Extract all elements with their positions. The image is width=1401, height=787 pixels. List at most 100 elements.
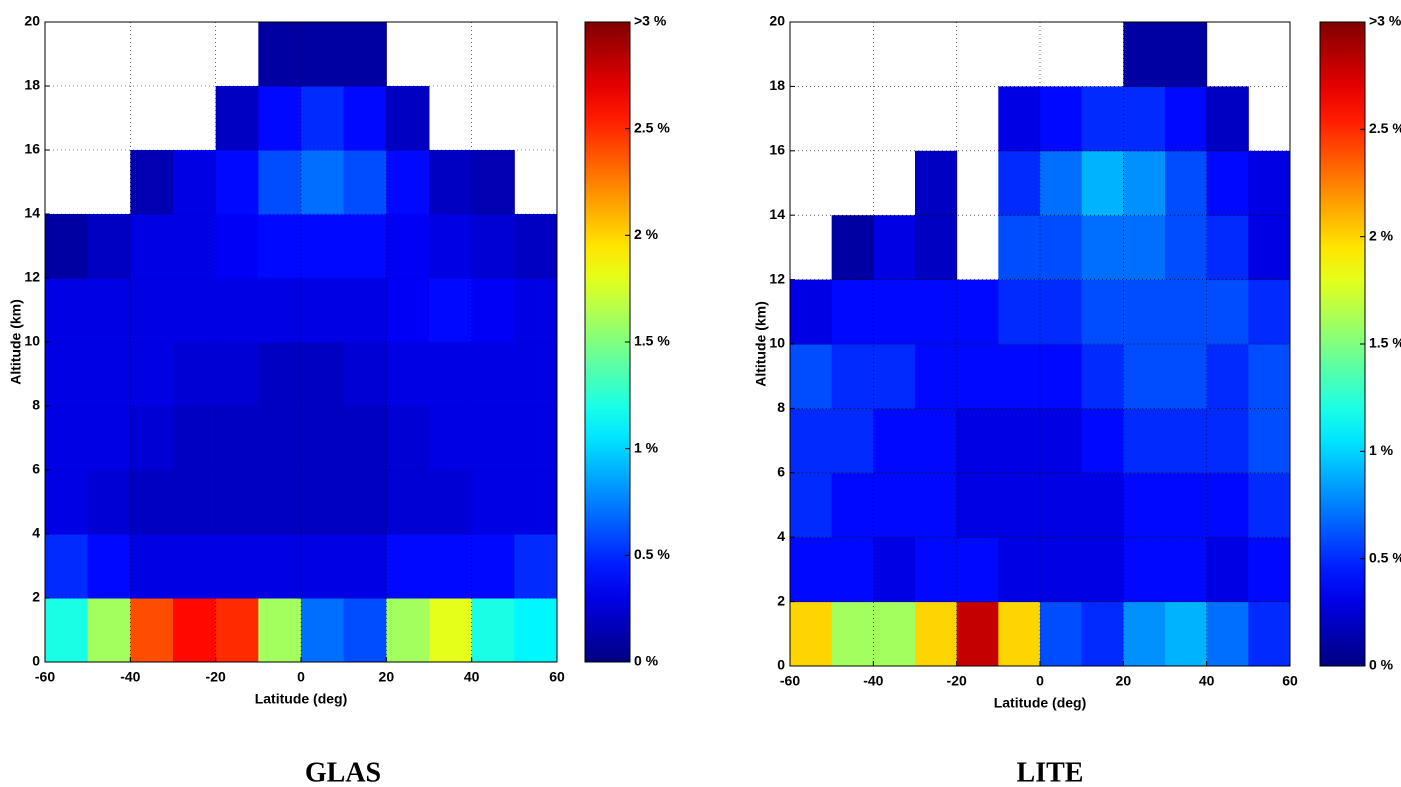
heatmap-cell (956, 601, 999, 667)
heatmap-cell (1123, 344, 1166, 409)
heatmap-cell (1165, 408, 1208, 474)
x-tick-label: 0 (1036, 673, 1044, 689)
heatmap-cell (215, 214, 259, 279)
panel-title: GLAS (305, 757, 381, 787)
y-tick-label: 8 (777, 399, 785, 415)
heatmap-cell (915, 408, 958, 474)
colorbar (1319, 21, 1366, 667)
heatmap-cell (1248, 150, 1291, 216)
heatmap-cell (1123, 150, 1166, 216)
heatmap-cell (215, 470, 259, 535)
heatmap-cell (873, 279, 916, 345)
heatmap-cell (915, 601, 958, 667)
heatmap-cell (514, 278, 558, 343)
heatmap-cell (1165, 537, 1208, 603)
heatmap-cell (343, 278, 387, 343)
heatmap-cell (514, 342, 558, 407)
heatmap-cell (873, 408, 916, 474)
heatmap-cell (915, 215, 958, 281)
heatmap-cell (1081, 537, 1124, 603)
heatmap-cell (831, 472, 874, 538)
heatmap-cell (915, 472, 958, 538)
heatmap-cell (429, 534, 473, 599)
heatmap-cell (514, 598, 558, 663)
y-tick-label: 12 (769, 270, 785, 286)
heatmap-cell (1165, 344, 1208, 409)
heatmap-cell (45, 470, 89, 535)
heatmap-cell (258, 278, 302, 343)
heatmap-cell (386, 86, 430, 151)
heatmap-cell (998, 344, 1041, 409)
heatmap-cell (514, 214, 558, 279)
heatmap-cell (1165, 22, 1208, 87)
heatmap-cell (130, 534, 174, 599)
heatmap-cell (343, 406, 387, 471)
heatmap-cell (1081, 344, 1124, 409)
heatmap-cell (831, 408, 874, 474)
heatmap-cell (1040, 150, 1083, 216)
heatmap-cell (1248, 472, 1291, 538)
heatmap-cell (173, 598, 217, 663)
heatmap-cell (301, 22, 345, 87)
heatmap-cell (343, 150, 387, 215)
colorbar-tick-label: 0 % (634, 653, 659, 669)
heatmap-cell (87, 406, 131, 471)
heatmap-cell (45, 342, 89, 407)
y-tick-label: 20 (24, 13, 40, 29)
x-tick-label: 20 (379, 669, 395, 685)
heatmap-cell (998, 537, 1041, 603)
heatmap-cell (301, 598, 345, 663)
heatmap-cell (87, 470, 131, 535)
heatmap-cell (1248, 408, 1291, 474)
heatmap-cell (87, 598, 131, 663)
heatmap-cell (790, 537, 833, 603)
y-tick-label: 8 (32, 397, 40, 413)
heatmap-cell (790, 472, 833, 538)
x-tick-label: -20 (206, 669, 226, 685)
heatmap-cell (301, 470, 345, 535)
heatmap-cell (1081, 279, 1124, 345)
heatmap-cell (130, 150, 174, 215)
heatmap-cell (386, 150, 430, 215)
y-tick-label: 4 (32, 525, 40, 541)
colorbar-tick-label: 1 % (1369, 442, 1394, 458)
colorbar-tick-label: 0 % (1369, 657, 1394, 673)
heatmap-cell (258, 86, 302, 151)
heatmap-cell (130, 342, 174, 407)
x-tick-label: -40 (120, 669, 140, 685)
heatmap-cell (873, 215, 916, 281)
heatmap-cell (386, 278, 430, 343)
heatmap-cell (429, 406, 473, 471)
x-axis-label: Latitude (deg) (994, 695, 1087, 711)
colorbar-tick-label: 2.5 % (634, 119, 670, 135)
heatmap-cell (301, 342, 345, 407)
heatmap-cell (173, 214, 217, 279)
x-tick-label: -60 (35, 669, 55, 685)
heatmap-cell (301, 150, 345, 215)
heatmap-cell (429, 278, 473, 343)
y-axis-label: Altitude (km) (8, 299, 24, 385)
heatmap-cell (1040, 215, 1083, 281)
heatmap-cell (514, 534, 558, 599)
heatmap-cell (873, 344, 916, 409)
heatmap-cell (471, 214, 515, 279)
heatmap-cell (1206, 279, 1249, 345)
heatmap-cell (790, 279, 833, 345)
colorbar-tick-label: 2.5 % (1369, 120, 1401, 136)
heatmap-cell (514, 406, 558, 471)
heatmap-cell (87, 278, 131, 343)
heatmap-cell (258, 150, 302, 215)
y-tick-label: 12 (24, 269, 40, 285)
heatmap-cell (1081, 601, 1124, 667)
heatmap-cell (45, 214, 89, 279)
heatmap-cell (1123, 408, 1166, 474)
y-tick-label: 16 (769, 142, 785, 158)
heatmap-cell (173, 534, 217, 599)
heatmap-cell (1248, 601, 1291, 667)
heatmap-cell (386, 214, 430, 279)
heatmap-cell (790, 344, 833, 409)
heatmap-cell (386, 534, 430, 599)
heatmap-cell (1206, 86, 1249, 152)
heatmap-cell (831, 344, 874, 409)
